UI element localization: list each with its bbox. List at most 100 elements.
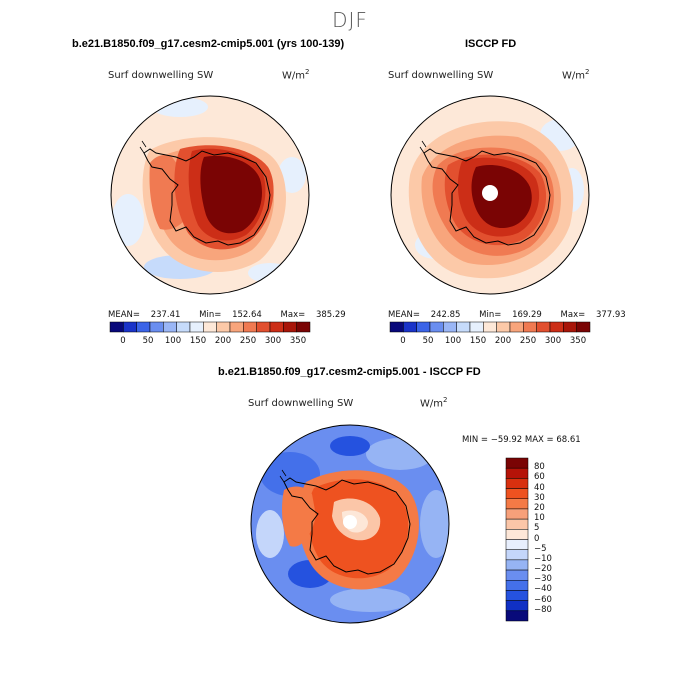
diff-colorbar-tick-label: −80 [534,604,552,615]
diff-colorbar-tick-label: 0 [534,533,540,544]
diff-colorbar-box [505,498,529,510]
obs-colorbar-box [443,321,457,333]
obs-colorbar-box [523,321,537,333]
diff-colorbar-tick-label: −5 [534,543,547,554]
obs-colorbar-box [389,321,404,333]
model-colorbar-box [269,321,284,333]
diff-colorbar-tick-label: −10 [534,553,552,564]
model-min: Min= 152.64 [199,310,262,320]
obs-colorbar-box [429,321,444,333]
diff-colorbar-box [505,478,529,489]
diff-colorbar-tick-label: −20 [534,564,552,575]
model-colorbar-box [296,321,311,333]
model-colorbar-box [163,321,177,333]
model-colorbar-box [176,321,191,333]
model-colorbar-tick-label: 150 [189,336,207,346]
obs-colorbar-box [509,321,524,333]
diff-colorbar-box [505,549,529,561]
model-colorbar-box [216,321,231,333]
obs-colorbar-box [416,321,431,333]
obs-colorbar-box [576,321,591,333]
obs-colorbar-box [483,321,497,333]
model-colorbar-tick-label: 100 [164,336,182,346]
diff-colorbar-tick-label: 5 [534,523,540,534]
diff-colorbar-tick-label: 30 [534,492,545,503]
obs-colorbar-ticks: 0 50 100 150 200 250 300 350 [390,336,590,348]
diff-polar-map [250,424,450,624]
model-max: Max= 385.29 [280,310,346,320]
model-colorbar-tick-label: 300 [264,336,282,346]
model-colorbar-box [256,321,271,333]
model-colorbar-box [149,321,164,333]
diff-colorbar-tick-label: 40 [534,482,545,493]
model-colorbar-tick-label: 50 [142,336,154,346]
diff-colorbar-tick-label: 60 [534,472,545,483]
obs-colorbar-tick-label: 200 [494,336,512,346]
obs-colorbar-tick-label: 0 [400,336,406,346]
obs-colorbar-box [469,321,484,333]
diff-panel-title: b.e21.B1850.f09_g17.cesm2-cmip5.001 - IS… [218,366,481,378]
diff-colorbar-box [505,600,529,612]
obs-polar-map [390,95,590,295]
diff-colorbar-box [505,580,529,591]
model-colorbar-box [229,321,244,333]
diff-range-text: MIN = −59.92 MAX = 68.61 [462,435,581,445]
diff-colorbar-tick-label: −30 [534,574,552,585]
obs-min: Min= 169.29 [479,310,542,320]
model-stats: MEAN= 237.41 Min= 152.64 Max= 385.29 [108,310,362,320]
diff-colorbar-box [505,590,529,601]
model-colorbar-tick-label: 350 [289,336,307,346]
model-colorbar-tick-label: 250 [239,336,257,346]
obs-colorbar-tick-label: 150 [469,336,487,346]
model-polar-map [110,95,310,295]
model-colorbar-box [136,321,151,333]
diff-variable-label: Surf downwelling SW [248,398,354,409]
model-colorbar-ticks: 0 50 100 150 200 250 300 350 [110,336,310,348]
obs-colorbar-box [403,321,417,333]
model-colorbar-box [243,321,257,333]
model-colorbar-box [283,321,297,333]
diff-colorbar-box [505,488,529,499]
diff-colorbar-box [505,539,529,550]
obs-colorbar-tick-label: 300 [544,336,562,346]
obs-units-label: W/m2 [562,68,590,82]
obs-variable-label: Surf downwelling SW [388,70,494,81]
obs-stats: MEAN= 242.85 Min= 169.29 Max= 377.93 [388,310,642,320]
model-panel-title: b.e21.B1850.f09_g17.cesm2-cmip5.001 (yrs… [72,38,345,50]
model-colorbar-tick-label: 200 [214,336,232,346]
diff-colorbar-tick-label: 80 [534,462,545,473]
diff-colorbar-ticks: 80 60 40 30 20 10 5 0 −5 −10 −20 −30 −40 −60 −80 [534,458,574,621]
diff-colorbar-tick-label: −40 [534,584,552,595]
obs-colorbar-box [563,321,577,333]
obs-colorbar-tick-label: 350 [569,336,587,346]
obs-max: Max= 377.93 [560,310,626,320]
obs-colorbar-box [456,321,471,333]
model-variable-label: Surf downwelling SW [108,70,214,81]
model-colorbar-box [109,321,124,333]
model-colorbar-box [123,321,137,333]
diff-colorbar-box [505,457,529,469]
diff-colorbar-tick-label: 20 [534,502,545,513]
diff-colorbar-tick-label: 10 [534,513,545,524]
obs-colorbar-box [496,321,511,333]
model-colorbar-tick-label: 0 [120,336,126,346]
diff-colorbar [505,457,529,622]
obs-colorbar [389,321,591,333]
obs-colorbar-box [536,321,551,333]
obs-colorbar-tick-label: 250 [519,336,537,346]
diff-colorbar-box [505,508,529,520]
season-title: DJF [332,8,368,32]
diff-colorbar-box [505,569,529,581]
diff-colorbar-tick-label: −60 [534,594,552,605]
diff-colorbar-box [505,559,529,571]
obs-mean: MEAN= 242.85 [388,310,461,320]
model-mean: MEAN= 237.41 [108,310,181,320]
diff-colorbar-box [505,529,529,540]
diff-colorbar-box [505,518,529,530]
model-colorbar-box [203,321,217,333]
obs-colorbar-box [549,321,564,333]
model-colorbar-box [189,321,204,333]
diff-colorbar-box [505,610,529,622]
obs-colorbar-tick-label: 100 [444,336,462,346]
obs-colorbar-tick-label: 50 [422,336,434,346]
